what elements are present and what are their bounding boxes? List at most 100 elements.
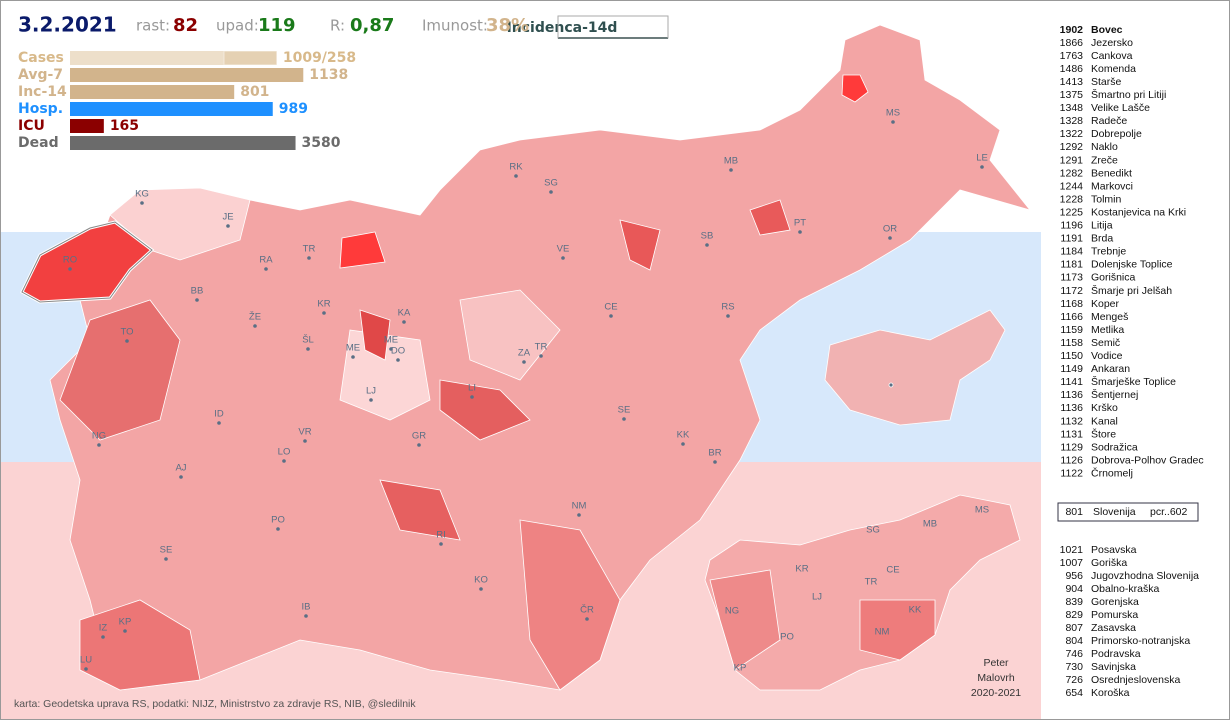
- rank-value: 1132: [1060, 415, 1083, 427]
- rank-value: 1136: [1060, 389, 1083, 401]
- slovenia-note: pcr..602: [1150, 506, 1188, 518]
- rank-value: 1181: [1060, 259, 1083, 271]
- rank-name: Velike Lašče: [1091, 102, 1150, 114]
- rank-name: Mengeš: [1091, 311, 1128, 323]
- region-value: 1007: [1060, 557, 1084, 569]
- map-label: NM: [572, 501, 587, 512]
- rank-value: 1328: [1060, 115, 1084, 127]
- region-value: 1021: [1060, 544, 1084, 556]
- rank-name: Šmarješke Toplice: [1091, 375, 1176, 388]
- region-name: Goriška: [1091, 557, 1127, 569]
- inset-slovenia: [824, 309, 1006, 426]
- map-label: LO: [278, 447, 291, 458]
- rank-value: 1150: [1060, 350, 1083, 362]
- map-label: PT: [794, 218, 806, 229]
- map-dot: [307, 256, 311, 260]
- map-dot: [303, 439, 307, 443]
- rank-value: 1158: [1060, 337, 1083, 349]
- rank-value: 1141: [1060, 376, 1083, 388]
- map-dot: [798, 230, 802, 234]
- rank-name: Vodice: [1091, 350, 1123, 362]
- rank-value: 1122: [1060, 467, 1083, 479]
- map-dot: [68, 267, 72, 271]
- map-label: ME: [346, 343, 360, 354]
- slovenia-name: Slovenija: [1093, 506, 1136, 518]
- municipality: [439, 379, 531, 441]
- region-name: Primorsko-notranjska: [1091, 635, 1190, 647]
- stat-label: Hosp.: [18, 101, 63, 117]
- map-dot: [253, 324, 257, 328]
- region-name: Pomurska: [1091, 609, 1138, 621]
- map-label: IB: [302, 602, 311, 613]
- municipality: [359, 309, 391, 361]
- map-dot: [549, 190, 553, 194]
- header-text: rast:: [136, 17, 170, 35]
- map-label: MS: [886, 108, 900, 119]
- rank-name: Črnomelj: [1091, 466, 1133, 479]
- municipality-bovec: [339, 231, 386, 269]
- map-dot: [729, 168, 733, 172]
- author: Malovrh: [977, 672, 1015, 684]
- region-label: NG: [725, 606, 739, 617]
- region-label: MS: [975, 505, 989, 516]
- stat-bar-part: [223, 50, 278, 66]
- region-value: 804: [1065, 635, 1083, 647]
- region-name: Savinjska: [1091, 661, 1136, 673]
- rank-name: Brda: [1091, 233, 1113, 245]
- stat-value: 3580: [302, 135, 341, 151]
- rank-name: Radeče: [1091, 115, 1127, 127]
- map-label: GR: [412, 431, 426, 442]
- stat-bar: [70, 136, 296, 150]
- map-label: SE: [618, 405, 631, 416]
- map-dot: [577, 513, 581, 517]
- rank-name: Šmartno pri Litiji: [1091, 88, 1166, 101]
- map: [20, 24, 1032, 691]
- region-label: MB: [923, 519, 937, 530]
- map-dot: [97, 443, 101, 447]
- rank-value: 1225: [1060, 206, 1084, 218]
- rank-value: 1136: [1060, 402, 1083, 414]
- map-label: SB: [701, 231, 714, 242]
- stat-value: 1009/258: [283, 50, 356, 66]
- region-name: Posavska: [1091, 544, 1137, 556]
- map-label: JE: [222, 212, 233, 223]
- map-dot: [217, 421, 221, 425]
- municipality-highlight-edge: [21, 221, 153, 303]
- municipality: [519, 519, 621, 691]
- map-label: KK: [677, 430, 690, 441]
- header-text: 82: [173, 15, 198, 36]
- map-dot: [585, 617, 589, 621]
- stat-bar: [70, 119, 104, 133]
- municipality: [59, 299, 181, 441]
- map-dot: [726, 314, 730, 318]
- region-value: 746: [1065, 648, 1083, 660]
- region-label: CE: [886, 565, 899, 576]
- map-label: ČR: [580, 605, 594, 616]
- rank-value: 1228: [1060, 193, 1084, 205]
- map-dot: [891, 120, 895, 124]
- rank-value: 1166: [1060, 311, 1083, 323]
- mode-box: [557, 15, 669, 39]
- author: Peter: [983, 657, 1009, 669]
- region-value: 726: [1065, 674, 1083, 686]
- map-dot: [123, 629, 127, 633]
- stat-label: Cases: [18, 50, 64, 66]
- map-label: ŠL: [302, 335, 314, 346]
- stat-value: 801: [240, 84, 269, 100]
- rank-name: Zreče: [1091, 154, 1118, 166]
- stat-bar: [70, 51, 277, 65]
- rank-name: Benedikt: [1091, 167, 1132, 179]
- map-label: KO: [474, 575, 488, 586]
- map-dot: [396, 358, 400, 362]
- mode: Incidenca-14d: [507, 20, 618, 36]
- region-label: NM: [875, 627, 890, 638]
- rank-value: 1282: [1060, 167, 1084, 179]
- rank-name: Ankaran: [1091, 363, 1130, 375]
- map-label: BR: [708, 448, 721, 459]
- header-text: 38%: [486, 15, 529, 36]
- map-dot: [226, 224, 230, 228]
- map-dot: [522, 360, 526, 364]
- map-label: RK: [509, 162, 523, 173]
- map-dot: [304, 614, 308, 618]
- rank-name: Kostanjevica na Krki: [1091, 206, 1186, 218]
